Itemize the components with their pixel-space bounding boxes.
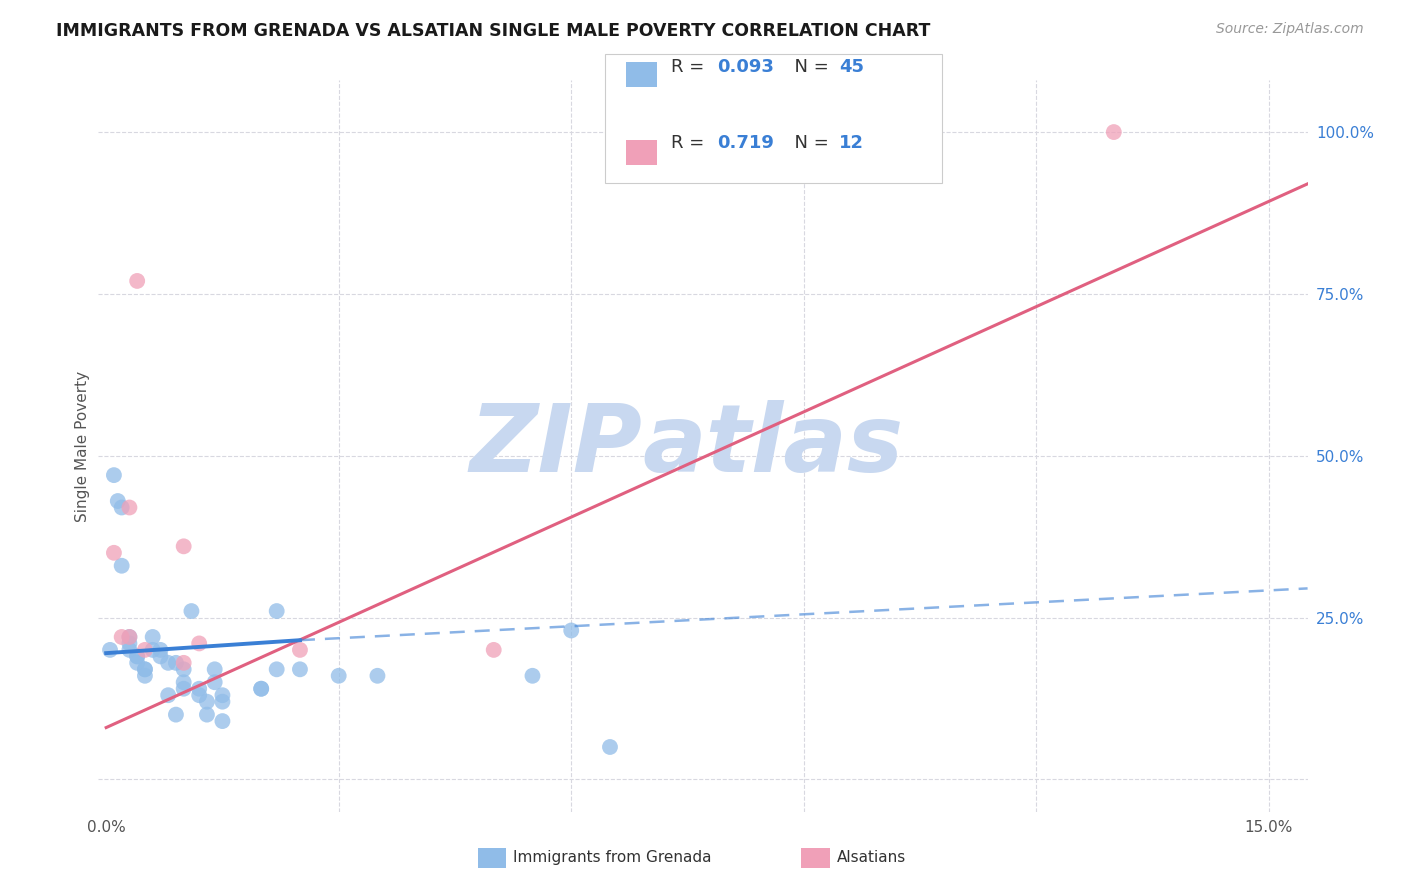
- Point: [482, 643, 505, 657]
- Point: [180, 604, 202, 618]
- Text: Alsatians: Alsatians: [837, 850, 905, 865]
- Text: Source: ZipAtlas.com: Source: ZipAtlas.com: [1216, 22, 1364, 37]
- Point: [111, 630, 134, 644]
- Text: ZIP: ZIP: [470, 400, 643, 492]
- Point: [1102, 125, 1125, 139]
- Text: N =: N =: [783, 134, 841, 152]
- Point: [188, 688, 211, 702]
- Point: [288, 662, 311, 676]
- Point: [134, 662, 156, 676]
- Point: [134, 662, 156, 676]
- Point: [266, 604, 288, 618]
- Point: [111, 500, 134, 515]
- Text: R =: R =: [671, 58, 710, 76]
- Point: [522, 669, 544, 683]
- Point: [127, 274, 149, 288]
- Text: N =: N =: [783, 58, 835, 76]
- Text: 45: 45: [839, 58, 865, 76]
- Point: [127, 649, 149, 664]
- Point: [127, 656, 149, 670]
- Point: [288, 643, 311, 657]
- Point: [134, 643, 156, 657]
- Point: [149, 649, 172, 664]
- Point: [328, 669, 350, 683]
- Point: [127, 649, 149, 664]
- Point: [118, 643, 141, 657]
- Point: [173, 675, 195, 690]
- Point: [204, 675, 226, 690]
- Point: [142, 643, 165, 657]
- Point: [195, 707, 218, 722]
- Point: [211, 714, 233, 728]
- Point: [165, 656, 187, 670]
- Point: [98, 643, 121, 657]
- Point: [250, 681, 273, 696]
- Point: [204, 662, 226, 676]
- Point: [211, 695, 233, 709]
- Point: [560, 624, 582, 638]
- Point: [250, 681, 273, 696]
- Point: [118, 636, 141, 650]
- Text: 0.093: 0.093: [717, 58, 773, 76]
- Text: Immigrants from Grenada: Immigrants from Grenada: [513, 850, 711, 865]
- Y-axis label: Single Male Poverty: Single Male Poverty: [75, 370, 90, 522]
- Point: [118, 500, 141, 515]
- Point: [142, 630, 165, 644]
- Point: [149, 643, 172, 657]
- Text: 0.719: 0.719: [717, 134, 773, 152]
- Point: [157, 688, 180, 702]
- Point: [134, 669, 156, 683]
- Point: [103, 546, 125, 560]
- Point: [366, 669, 388, 683]
- Point: [103, 468, 125, 483]
- Text: R =: R =: [671, 134, 716, 152]
- Point: [195, 695, 218, 709]
- Point: [111, 558, 134, 573]
- Point: [173, 662, 195, 676]
- Point: [188, 681, 211, 696]
- Point: [211, 688, 233, 702]
- Point: [173, 681, 195, 696]
- Text: atlas: atlas: [643, 400, 904, 492]
- Point: [599, 739, 621, 754]
- Point: [118, 630, 141, 644]
- Point: [107, 494, 129, 508]
- Point: [157, 656, 180, 670]
- Point: [173, 656, 195, 670]
- Point: [173, 539, 195, 553]
- Text: IMMIGRANTS FROM GRENADA VS ALSATIAN SINGLE MALE POVERTY CORRELATION CHART: IMMIGRANTS FROM GRENADA VS ALSATIAN SING…: [56, 22, 931, 40]
- Point: [118, 630, 141, 644]
- Point: [188, 636, 211, 650]
- Point: [165, 707, 187, 722]
- Point: [266, 662, 288, 676]
- Text: 12: 12: [839, 134, 865, 152]
